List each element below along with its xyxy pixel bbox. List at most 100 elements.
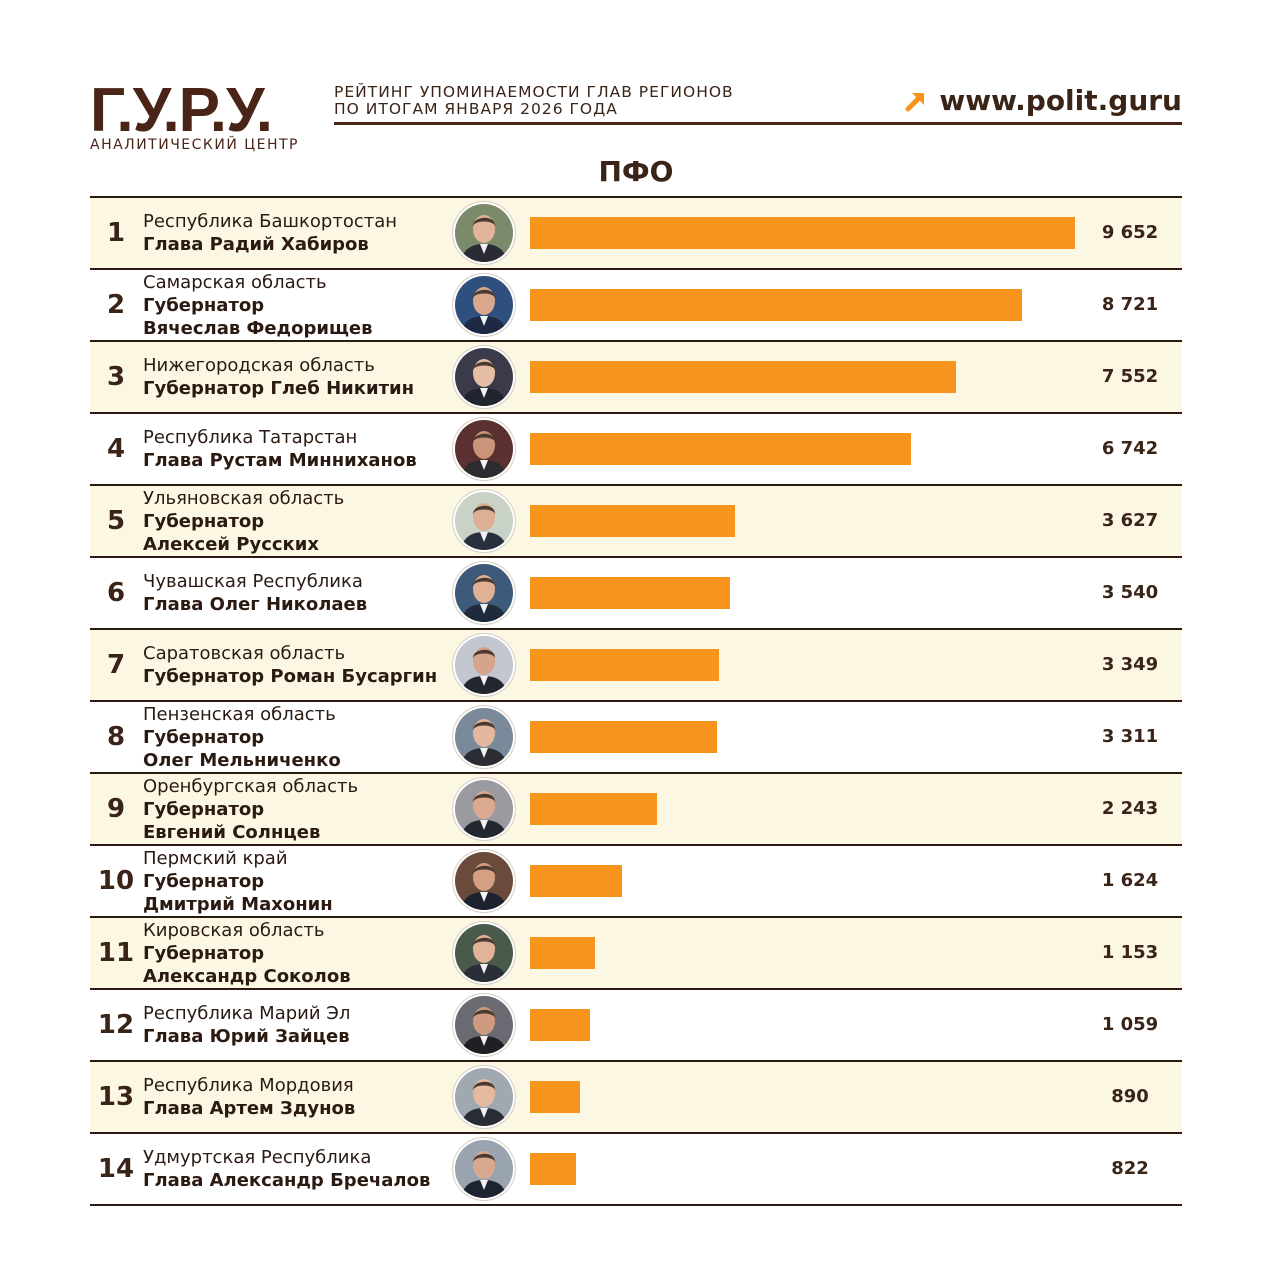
- table-row: 14 Удмуртская Республика Глава Александр Б…: [90, 1134, 1182, 1206]
- table-row: 11 Кировская область Губернатор Александр С…: [90, 918, 1182, 990]
- rank-number: 9: [106, 794, 126, 824]
- leader-name: Губернатор Роман Бусаргин: [143, 666, 438, 687]
- website-link[interactable]: www.polit.guru: [905, 84, 1182, 117]
- value-label: 3 311: [1101, 726, 1159, 747]
- region-name: Республика Татарстан: [143, 427, 358, 448]
- portrait-icon: [455, 492, 513, 550]
- row-label: Республика Башкортостан Глава Радий Хабир…: [143, 198, 453, 268]
- bar: [530, 505, 735, 537]
- rank-number: 1: [106, 218, 126, 248]
- table-row: 7 Саратовская область Губернатор Роман Бус…: [90, 630, 1182, 702]
- bar: [530, 1009, 590, 1041]
- row-label: Кировская область Губернатор Александр Сок…: [143, 918, 453, 988]
- bar: [530, 793, 657, 825]
- bar: [530, 649, 719, 681]
- subtitle-line-2: ПО ИТОГАМ ЯНВАРЯ 2026 ГОДА: [334, 100, 618, 118]
- rank-number: 4: [106, 434, 126, 464]
- region-name: Чувашская Республика: [143, 571, 363, 592]
- rank-number: 14: [97, 1154, 135, 1184]
- rank-number: 2: [106, 290, 126, 320]
- table-row: 1 Республика Башкортостан Глава Радий Хаби…: [90, 198, 1182, 270]
- leader-name: Глава Рустам Минниханов: [143, 450, 417, 471]
- value-label: 822: [1111, 1158, 1149, 1179]
- leader-name: Евгений Солнцев: [143, 821, 321, 843]
- region-name: Республика Мордовия: [143, 1075, 354, 1096]
- leader-name: Александр Соколов: [143, 965, 351, 987]
- region-name: Республика Марий Эл: [143, 1003, 351, 1024]
- row-label: Республика Татарстан Глава Рустам Минниха…: [143, 414, 453, 484]
- rank-number: 8: [106, 722, 126, 752]
- leader-name: Алексей Русских: [143, 533, 320, 555]
- region-title: ПФО: [598, 155, 674, 188]
- leader-name: Губернатор: [143, 942, 265, 964]
- leader-name: Дмитрий Махонин: [143, 893, 333, 915]
- table-row: 12 Республика Марий Эл Глава Юрий Зайцев 1 …: [90, 990, 1182, 1062]
- rank-number: 12: [97, 1010, 135, 1040]
- value-label: 890: [1111, 1086, 1149, 1107]
- report-subtitle: РЕЙТИНГ УПОМИНАЕМОСТИ ГЛАВ РЕГИОНОВ ПО И…: [334, 84, 734, 118]
- value-label: 3 627: [1101, 510, 1159, 531]
- region-name: Ульяновская область: [143, 487, 345, 509]
- value-label: 1 059: [1101, 1014, 1159, 1035]
- leader-name: Губернатор Глеб Никитин: [143, 378, 415, 399]
- portrait-icon: [455, 276, 513, 334]
- rank-number: 7: [106, 650, 126, 680]
- header-divider: [334, 122, 1182, 125]
- portrait-icon: [455, 420, 513, 478]
- value-label: 2 243: [1101, 798, 1159, 819]
- bar: [530, 361, 956, 393]
- leader-name: Глава Александр Бречалов: [143, 1170, 431, 1191]
- leader-name: Глава Олег Николаев: [143, 594, 368, 615]
- row-label: Пермский край Губернатор Дмитрий Махонин: [143, 846, 453, 916]
- website-url[interactable]: www.polit.guru: [939, 84, 1182, 117]
- table-row: 4 Республика Татарстан Глава Рустам Минних…: [90, 414, 1182, 486]
- region-name: Кировская область: [143, 919, 325, 941]
- row-label: Республика Мордовия Глава Артем Здунов: [143, 1062, 453, 1132]
- rank-number: 3: [106, 362, 126, 392]
- table-row: 6 Чувашская Республика Глава Олег Николаев…: [90, 558, 1182, 630]
- portrait-icon: [455, 564, 513, 622]
- portrait-icon: [455, 636, 513, 694]
- table-row: 13 Республика Мордовия Глава Артем Здунов 8…: [90, 1062, 1182, 1134]
- rank-number: 11: [97, 938, 135, 968]
- table-row: 10 Пермский край Губернатор Дмитрий Махонин…: [90, 846, 1182, 918]
- value-label: 1 153: [1101, 942, 1159, 963]
- leader-name: Глава Радий Хабиров: [143, 234, 369, 255]
- rank-number: 13: [97, 1082, 135, 1112]
- bar: [530, 721, 717, 753]
- region-name: Пензенская область: [143, 703, 336, 725]
- region-name: Саратовская область: [143, 643, 346, 664]
- row-label: Удмуртская Республика Глава Александр Бре…: [143, 1134, 453, 1204]
- row-label: Республика Марий Эл Глава Юрий Зайцев: [143, 990, 453, 1060]
- portrait-icon: [455, 852, 513, 910]
- logo: Г.У.Р.У.: [90, 76, 273, 145]
- value-label: 6 742: [1101, 438, 1159, 459]
- table-row: 3 Нижегородская область Губернатор Глеб Ни…: [90, 342, 1182, 414]
- leader-name: Губернатор: [143, 798, 265, 820]
- value-label: 1 624: [1101, 870, 1159, 891]
- leader-name: Губернатор: [143, 726, 265, 748]
- bar: [530, 577, 730, 609]
- row-label: Ульяновская область Губернатор Алексей Рус…: [143, 486, 453, 556]
- portrait-icon: [455, 996, 513, 1054]
- region-name: Оренбургская область: [143, 775, 359, 797]
- bar: [530, 289, 1022, 321]
- leader-name: Олег Мельниченко: [143, 749, 341, 771]
- subtitle-line-1: РЕЙТИНГ УПОМИНАЕМОСТИ ГЛАВ РЕГИОНОВ: [334, 83, 734, 101]
- leader-name: Губернатор: [143, 870, 265, 892]
- header: Г.У.Р.У. АНАЛИТИЧЕСКИЙ ЦЕНТР РЕЙТИНГ УПО…: [90, 80, 1182, 160]
- value-label: 7 552: [1101, 366, 1159, 387]
- row-label: Самарская область Губернатор Вячеслав Федо…: [143, 270, 453, 340]
- bar: [530, 937, 595, 969]
- value-label: 9 652: [1101, 222, 1159, 243]
- table-row: 5 Ульяновская область Губернатор Алексей Ру…: [90, 486, 1182, 558]
- portrait-icon: [455, 1068, 513, 1126]
- portrait-icon: [455, 924, 513, 982]
- value-label: 3 349: [1101, 654, 1159, 675]
- portrait-icon: [455, 780, 513, 838]
- row-label: Оренбургская область Губернатор Евгений Со…: [143, 774, 453, 844]
- row-label: Пензенская область Губернатор Олег Мельнич…: [143, 702, 453, 772]
- table-row: 8 Пензенская область Губернатор Олег Мельни…: [90, 702, 1182, 774]
- bar: [530, 433, 911, 465]
- portrait-icon: [455, 204, 513, 262]
